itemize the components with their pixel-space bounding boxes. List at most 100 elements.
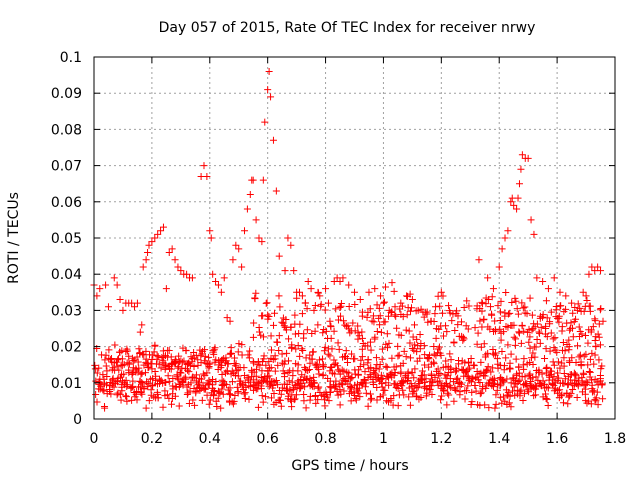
data-point xyxy=(276,303,284,311)
data-point xyxy=(541,390,549,398)
data-point xyxy=(587,400,595,408)
data-point xyxy=(437,288,445,296)
data-point xyxy=(175,402,183,410)
data-point xyxy=(405,393,413,401)
data-point xyxy=(408,369,416,377)
data-point xyxy=(138,390,146,398)
data-point xyxy=(258,367,266,375)
data-point xyxy=(369,312,377,320)
data-point xyxy=(137,389,145,397)
data-point xyxy=(104,303,112,311)
data-point xyxy=(138,321,146,329)
data-point xyxy=(513,372,521,380)
data-point xyxy=(272,376,280,384)
data-point xyxy=(298,292,306,300)
data-point xyxy=(187,379,195,387)
data-point xyxy=(252,365,260,373)
data-point xyxy=(113,362,121,370)
data-point xyxy=(267,93,275,101)
data-point xyxy=(456,378,464,386)
data-point xyxy=(420,378,428,386)
data-point xyxy=(245,395,253,403)
data-point xyxy=(548,367,556,375)
data-point xyxy=(595,333,603,341)
data-point xyxy=(192,371,200,379)
data-point xyxy=(330,356,338,364)
data-point xyxy=(260,355,268,363)
data-point xyxy=(430,342,438,350)
data-point xyxy=(521,373,529,381)
data-point xyxy=(264,367,272,375)
data-point xyxy=(590,360,598,368)
data-point xyxy=(152,372,160,380)
data-point xyxy=(551,334,559,342)
data-point xyxy=(111,341,119,349)
data-point xyxy=(162,352,170,360)
data-point xyxy=(319,361,327,369)
data-point xyxy=(141,369,149,377)
data-point xyxy=(543,395,551,403)
data-point xyxy=(543,363,551,371)
data-point xyxy=(519,304,527,312)
data-point xyxy=(92,391,100,399)
data-point xyxy=(591,396,599,404)
data-point xyxy=(525,388,533,396)
data-point xyxy=(218,356,226,364)
data-point xyxy=(391,311,399,319)
data-point xyxy=(387,396,395,404)
data-point xyxy=(504,388,512,396)
data-point xyxy=(439,292,447,300)
data-point xyxy=(275,346,283,354)
data-point xyxy=(421,351,429,359)
data-point xyxy=(310,379,318,387)
data-point xyxy=(592,397,600,405)
axis-ticks: 0 0.2 0.4 0.6 0.8 1 1.2 1.4 1.6 1.8 0 0.01 0.02 0.03 0… xyxy=(51,50,626,447)
data-point xyxy=(436,370,444,378)
data-point xyxy=(582,350,590,358)
data-point xyxy=(388,279,396,287)
data-point xyxy=(348,350,356,358)
data-point xyxy=(319,329,327,337)
data-point xyxy=(577,362,585,370)
data-point xyxy=(131,356,139,364)
data-point xyxy=(431,310,439,318)
data-point xyxy=(422,308,430,316)
data-point xyxy=(510,321,518,329)
data-point xyxy=(119,306,127,314)
data-point xyxy=(452,375,460,383)
data-point xyxy=(326,317,334,325)
data-point xyxy=(270,389,278,397)
data-point xyxy=(293,294,301,302)
data-point xyxy=(113,378,121,386)
data-point xyxy=(252,216,260,224)
data-point xyxy=(332,377,340,385)
data-point xyxy=(269,136,277,144)
data-point xyxy=(507,198,515,206)
data-point xyxy=(547,308,555,316)
data-point xyxy=(272,187,280,195)
data-point xyxy=(205,353,213,361)
data-point xyxy=(519,396,527,404)
data-point xyxy=(526,370,534,378)
data-point xyxy=(225,390,233,398)
data-point xyxy=(362,389,370,397)
data-point xyxy=(149,381,157,389)
data-point xyxy=(563,340,571,348)
data-point xyxy=(144,382,152,390)
data-point xyxy=(349,319,357,327)
data-point xyxy=(409,388,417,396)
data-point xyxy=(109,376,117,384)
y-tick-label: 0.01 xyxy=(51,376,82,392)
data-point xyxy=(274,361,282,369)
data-point xyxy=(484,274,492,282)
data-point xyxy=(123,381,131,389)
data-point xyxy=(424,318,432,326)
data-point xyxy=(492,400,500,408)
data-point xyxy=(578,330,586,338)
data-point xyxy=(263,299,271,307)
data-point xyxy=(284,234,292,242)
data-point xyxy=(357,356,365,364)
data-point xyxy=(343,368,351,376)
data-point xyxy=(285,335,293,343)
data-point xyxy=(500,366,508,374)
